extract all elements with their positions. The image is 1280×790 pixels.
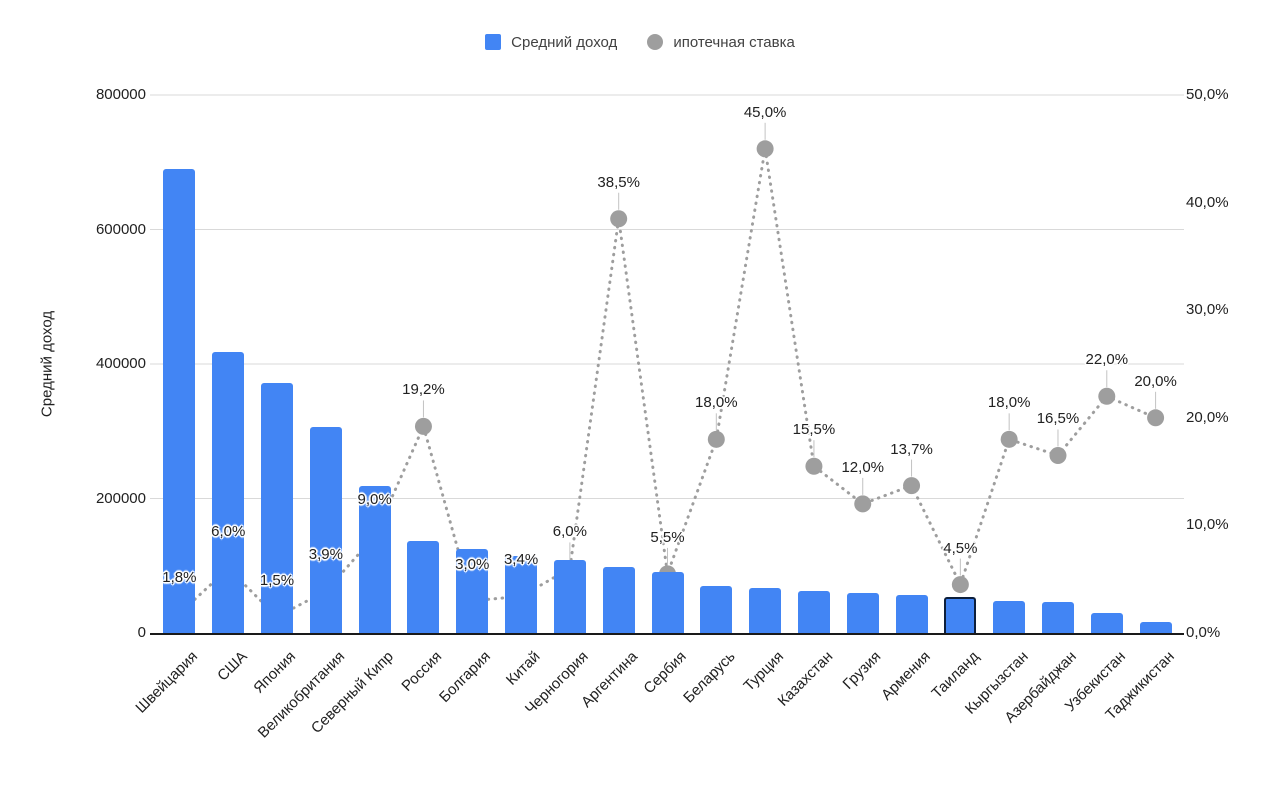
bar-Кыргызстан[interactable] [993, 600, 1026, 633]
bar-Грузия[interactable] [846, 592, 879, 633]
point-label-Таиланд: 4,5% [943, 539, 978, 557]
bar-Турция[interactable] [749, 587, 782, 633]
bar-Сербия[interactable] [651, 571, 684, 633]
legend-label-income: Средний доход [511, 33, 618, 51]
marker-Турция[interactable] [756, 140, 774, 158]
income-series-swatch-icon [485, 34, 502, 50]
chart-legend: Средний доход ипотечная ставка [0, 30, 1280, 54]
point-label-Швейцария: 1,8% [162, 568, 197, 586]
bar-США[interactable] [212, 351, 245, 633]
point-label-Болгария: 3,0% [455, 555, 490, 573]
legend-item-income[interactable]: Средний доход [485, 34, 617, 51]
right-axis-tick-20,0%: 20,0% [1186, 408, 1229, 426]
right-axis-tick-30,0%: 30,0% [1186, 301, 1229, 319]
bar-Великобритания[interactable] [309, 427, 342, 633]
point-label-Кыргызстан: 18,0% [987, 394, 1031, 412]
right-axis-tick-0,0%: 0,0% [1186, 624, 1221, 641]
gridlines [150, 94, 1184, 499]
marker-Аргентина[interactable] [610, 210, 628, 228]
bar-Узбекистан[interactable] [1090, 612, 1123, 633]
point-label-Великобритания: 3,9% [308, 546, 343, 564]
right-axis-tick-10,0%: 10,0% [1186, 516, 1229, 534]
point-label-Аргентина: 38,5% [597, 173, 640, 191]
marker-Кыргызстан[interactable] [1000, 430, 1018, 448]
point-label-Япония: 1,5% [259, 571, 295, 589]
marker-Россия[interactable] [414, 417, 432, 435]
marker-Казахстан[interactable] [805, 457, 823, 475]
bar-Япония[interactable] [261, 382, 294, 633]
bar-Россия[interactable] [407, 540, 440, 633]
bar-Армения[interactable] [895, 595, 928, 633]
marker-Таджикистан[interactable] [1147, 409, 1165, 427]
point-label-Грузия: 12,0% [841, 458, 885, 476]
right-axis-tick-40,0%: 40,0% [1186, 193, 1229, 211]
bar-Китай[interactable] [505, 555, 538, 633]
bar-Таиланд[interactable] [944, 597, 977, 633]
point-label-Черногория: 6,0% [552, 523, 587, 541]
point-label-Таджикистан: 20,0% [1134, 372, 1177, 390]
legend-item-mortgage-rate[interactable]: ипотечная ставка [647, 34, 795, 51]
bar-Северный Кипр[interactable] [358, 485, 391, 633]
left-axis-tick-800000: 800000 [95, 86, 146, 103]
point-label-Россия: 19,2% [402, 381, 445, 399]
bar-Казахстан[interactable] [797, 590, 830, 633]
point-label-Китай: 3,4% [503, 551, 539, 569]
bar-Черногория[interactable] [553, 560, 586, 633]
point-label-Казахстан: 15,5% [792, 421, 836, 439]
marker-Узбекистан[interactable] [1098, 387, 1116, 405]
bar-Беларусь[interactable] [700, 585, 733, 633]
left-axis-tick-200000: 200000 [95, 489, 146, 507]
mortgage-rate-series-swatch-icon [647, 34, 664, 50]
point-label-Северный Кипр: 9,0% [357, 491, 392, 509]
point-label-Армения: 13,7% [890, 440, 933, 458]
legend-label-mortgage-rate: ипотечная ставка [673, 33, 795, 51]
point-label-США: 6,0% [211, 523, 246, 541]
left-axis-tick-400000: 400000 [95, 355, 146, 372]
left-axis-tick-600000: 600000 [95, 220, 146, 238]
marker-Армения[interactable] [903, 477, 921, 495]
bar-Швейцария[interactable] [163, 168, 196, 633]
marker-Беларусь[interactable] [707, 430, 725, 448]
point-label-Беларусь: 18,0% [695, 394, 738, 412]
bar-Аргентина[interactable] [602, 567, 635, 633]
marker-Таиланд[interactable] [951, 576, 969, 594]
bar-Болгария[interactable] [456, 548, 489, 633]
marker-Азербайджан[interactable] [1049, 446, 1067, 464]
marker-Грузия[interactable] [854, 495, 872, 513]
bar-Азербайджан[interactable] [1041, 602, 1074, 633]
point-label-Узбекистан: 22,0% [1085, 351, 1129, 369]
left-axis-title: Средний доход [38, 310, 56, 418]
point-label-Азербайджан: 16,5% [1036, 410, 1080, 428]
left-axis-tick-0: 0 [137, 624, 146, 641]
point-label-Турция: 45,0% [743, 103, 787, 121]
right-axis-tick-50,0%: 50,0% [1186, 86, 1229, 103]
bar-Таджикистан[interactable] [1139, 621, 1172, 633]
point-label-Сербия: 5,5% [650, 528, 685, 546]
